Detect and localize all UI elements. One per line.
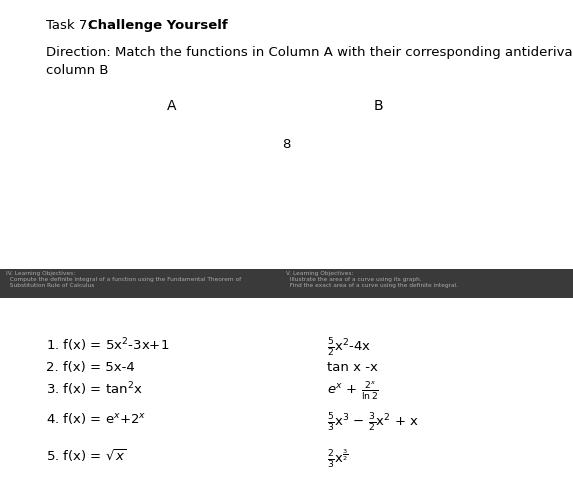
Text: tan x -x: tan x -x	[327, 361, 378, 374]
Text: Task 7:: Task 7:	[46, 19, 96, 32]
Text: 2. f(x) = 5x-4: 2. f(x) = 5x-4	[46, 361, 135, 374]
Text: Direction: Match the functions in Column A with their corresponding antiderivati: Direction: Match the functions in Column…	[46, 46, 573, 77]
Text: 3. f(x) = tan$^2$x: 3. f(x) = tan$^2$x	[46, 380, 143, 397]
Text: 1. f(x) = 5x$^2$-3x+1: 1. f(x) = 5x$^2$-3x+1	[46, 336, 169, 354]
Text: $\frac{2}{3}$x$^{\frac{3}{2}}$: $\frac{2}{3}$x$^{\frac{3}{2}}$	[327, 448, 348, 470]
Text: B: B	[374, 99, 383, 113]
Text: 8: 8	[282, 138, 291, 151]
Text: Challenge Yourself: Challenge Yourself	[88, 19, 227, 32]
Text: 4. f(x) = e$^x$+2$^x$: 4. f(x) = e$^x$+2$^x$	[46, 411, 146, 426]
Text: IV. Learning Objectives:
  Compute the definite integral of a function using the: IV. Learning Objectives: Compute the def…	[6, 271, 241, 288]
Text: $\frac{5}{2}$x$^2$-4x: $\frac{5}{2}$x$^2$-4x	[327, 336, 371, 359]
FancyBboxPatch shape	[0, 269, 573, 298]
Text: $\frac{5}{3}$x$^3$ $-$ $\frac{3}{2}$x$^2$ $+$ x: $\frac{5}{3}$x$^3$ $-$ $\frac{3}{2}$x$^2…	[327, 411, 419, 434]
Text: V. Learning Objectives:
  Illustrate the area of a curve using its graph.
  Find: V. Learning Objectives: Illustrate the a…	[286, 271, 458, 288]
Text: 5. f(x) = $\sqrt{x}$: 5. f(x) = $\sqrt{x}$	[46, 448, 127, 465]
Text: $e^x$ + $\frac{2^x}{\ln 2}$: $e^x$ + $\frac{2^x}{\ln 2}$	[327, 380, 379, 402]
Text: A: A	[167, 99, 176, 113]
